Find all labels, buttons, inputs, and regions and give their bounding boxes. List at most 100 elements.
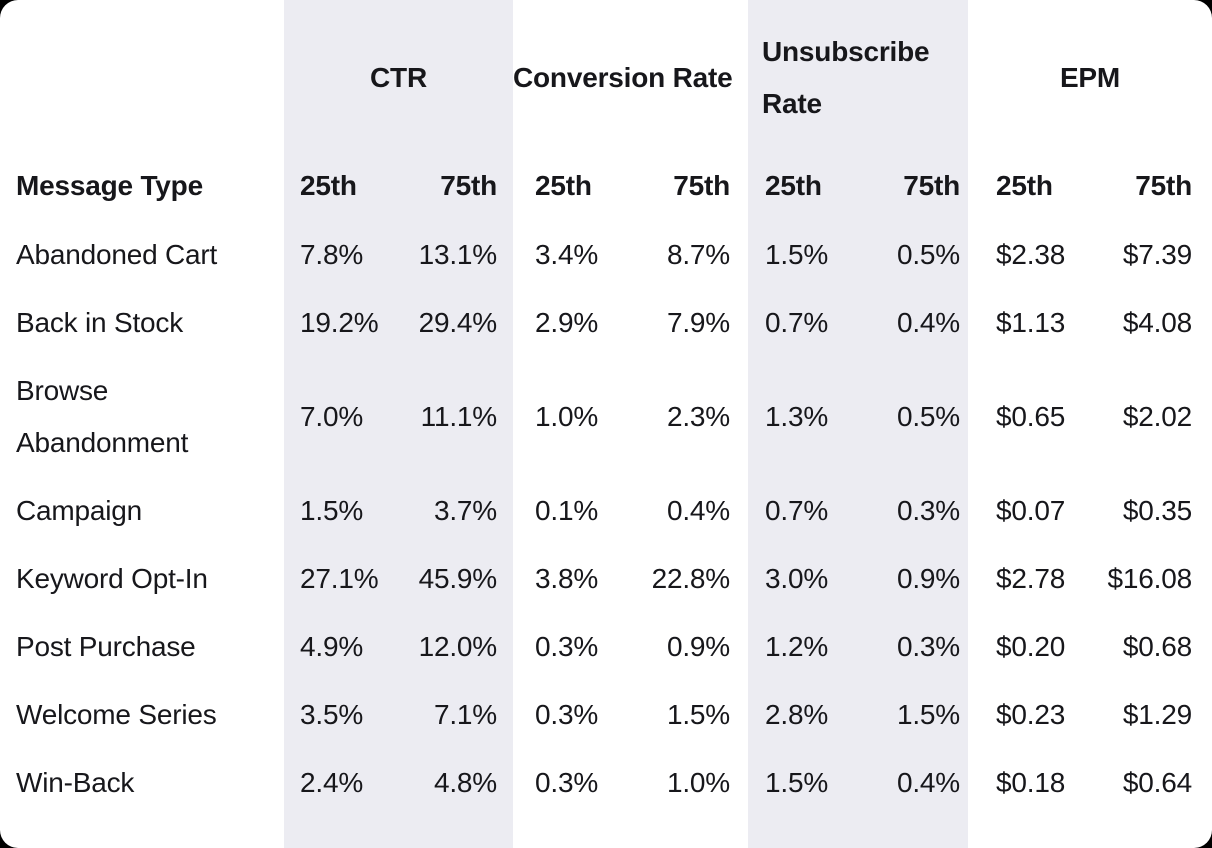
row-label: Win-Back [16, 767, 135, 798]
cell-value: 1.5% [896, 699, 960, 730]
group-header-epm: EPM [1059, 62, 1121, 93]
cell-value: 1.5% [666, 699, 730, 730]
table-row: Welcome Series 3.5% 7.1% 0.3% 1.5% 2.8% … [0, 681, 1212, 749]
cell-value: 1.5% [765, 239, 829, 270]
cell-value: $7.39 [1122, 239, 1192, 270]
cell-value: 2.8% [765, 699, 829, 730]
cell-value: $2.38 [996, 239, 1066, 270]
group-header-spacer [0, 0, 284, 150]
cell-value: $0.07 [996, 495, 1066, 526]
cell-value: $4.08 [1122, 307, 1192, 338]
cell-value: 1.0% [535, 401, 599, 432]
cell-value: 0.3% [896, 495, 960, 526]
cell-value: $0.23 [996, 699, 1066, 730]
table-row: Browse Abandonment 7.0% 11.1% 1.0% 2.3% … [0, 357, 1212, 477]
group-header-row: CTR Conversion Rate Unsubscribe Rate EPM [0, 0, 1212, 150]
column-header-epm-75th: 75th [1135, 169, 1192, 201]
cell-value: $1.13 [996, 307, 1066, 338]
cell-value: 27.1% [300, 563, 379, 594]
table-row: Back in Stock 19.2% 29.4% 2.9% 7.9% 0.7%… [0, 289, 1212, 357]
cell-value: 4.8% [433, 767, 497, 798]
cell-value: $0.64 [1122, 767, 1192, 798]
table-row: Win-Back 2.4% 4.8% 0.3% 1.0% 1.5% 0.4% $… [0, 749, 1212, 817]
cell-value: 0.7% [765, 495, 829, 526]
column-header-conversion-75th: 75th [673, 169, 730, 201]
cell-value: 1.0% [666, 767, 730, 798]
cell-value: 0.3% [535, 699, 599, 730]
cell-value: 4.9% [300, 631, 364, 662]
cell-value: 1.5% [300, 495, 364, 526]
column-header-message-type: Message Type [16, 169, 203, 201]
cell-value: 0.9% [666, 631, 730, 662]
row-label: Campaign [16, 495, 143, 526]
cell-value: 45.9% [418, 563, 498, 594]
cell-value: 0.5% [896, 401, 960, 432]
column-header-ctr-25th: 25th [300, 169, 357, 201]
table-row: Keyword Opt-In 27.1% 45.9% 3.8% 22.8% 3.… [0, 545, 1212, 613]
column-header-ctr-75th: 75th [440, 169, 497, 201]
cell-value: $16.08 [1107, 563, 1193, 594]
row-label: Back in Stock [16, 307, 184, 338]
cell-value: $2.02 [1122, 401, 1192, 432]
cell-value: 7.9% [666, 307, 730, 338]
cell-value: 0.3% [896, 631, 960, 662]
cell-value: 13.1% [418, 239, 498, 270]
cell-value: 0.9% [896, 563, 960, 594]
column-header-unsubscribe-25th: 25th [765, 169, 822, 201]
table-row: Post Purchase 4.9% 12.0% 0.3% 0.9% 1.2% … [0, 613, 1212, 681]
cell-value: 7.8% [300, 239, 364, 270]
cell-value: 0.7% [765, 307, 829, 338]
cell-value: 0.1% [535, 495, 599, 526]
cell-value: 0.4% [896, 767, 960, 798]
cell-value: $0.68 [1122, 631, 1192, 662]
row-label: Post Purchase [16, 631, 196, 662]
row-label: Keyword Opt-In [16, 563, 208, 594]
table-row: Abandoned Cart 7.8% 13.1% 3.4% 8.7% 1.5%… [0, 221, 1212, 289]
cell-value: 0.4% [896, 307, 960, 338]
cell-value: 11.1% [420, 401, 498, 432]
cell-value: 0.3% [535, 767, 599, 798]
group-header-conversion-rate: Conversion Rate [513, 62, 733, 93]
cell-value: 22.8% [651, 563, 731, 594]
cell-value: 0.5% [896, 239, 960, 270]
cell-value: $0.35 [1122, 495, 1192, 526]
cell-value: $2.78 [996, 563, 1066, 594]
cell-value: $1.29 [1122, 699, 1192, 730]
cell-value: $0.20 [996, 631, 1066, 662]
cell-value: 3.5% [300, 699, 364, 730]
cell-value: 0.3% [535, 631, 599, 662]
cell-value: 1.5% [765, 767, 829, 798]
cell-value: 7.1% [433, 699, 497, 730]
row-label: Browse Abandonment [16, 375, 189, 458]
cell-value: 2.3% [666, 401, 730, 432]
column-header-epm-25th: 25th [996, 169, 1053, 201]
cell-value: 29.4% [418, 307, 498, 338]
cell-value: 1.2% [765, 631, 829, 662]
cell-value: 3.0% [765, 563, 829, 594]
cell-value: $0.18 [996, 767, 1066, 798]
row-label: Abandoned Cart [16, 239, 218, 270]
cell-value: 3.7% [433, 495, 497, 526]
unsubscribe-column-band [748, 0, 968, 848]
ctr-column-band [284, 0, 513, 848]
cell-value: 7.0% [300, 401, 364, 432]
cell-value: 19.2% [300, 307, 379, 338]
cell-value: 12.0% [418, 631, 498, 662]
cell-value: 2.4% [300, 767, 364, 798]
row-label: Welcome Series [16, 699, 217, 730]
cell-value: 0.4% [666, 495, 730, 526]
column-header-conversion-25th: 25th [535, 169, 592, 201]
cell-value: 8.7% [666, 239, 730, 270]
benchmarks-table: CTR Conversion Rate Unsubscribe Rate EPM… [0, 0, 1212, 817]
column-header-unsubscribe-75th: 75th [903, 169, 960, 201]
cell-value: 1.3% [765, 401, 829, 432]
cell-value: $0.65 [996, 401, 1066, 432]
group-header-ctr: CTR [370, 62, 427, 93]
cell-value: 2.9% [535, 307, 599, 338]
column-header-row: Message Type 25th 75th 25th 75th 25th 75… [0, 150, 1212, 221]
table-row: Campaign 1.5% 3.7% 0.1% 0.4% 0.7% 0.3% $… [0, 477, 1212, 545]
cell-value: 3.4% [535, 239, 599, 270]
cell-value: 3.8% [535, 563, 599, 594]
group-header-unsubscribe-rate: Unsubscribe Rate [762, 36, 930, 119]
